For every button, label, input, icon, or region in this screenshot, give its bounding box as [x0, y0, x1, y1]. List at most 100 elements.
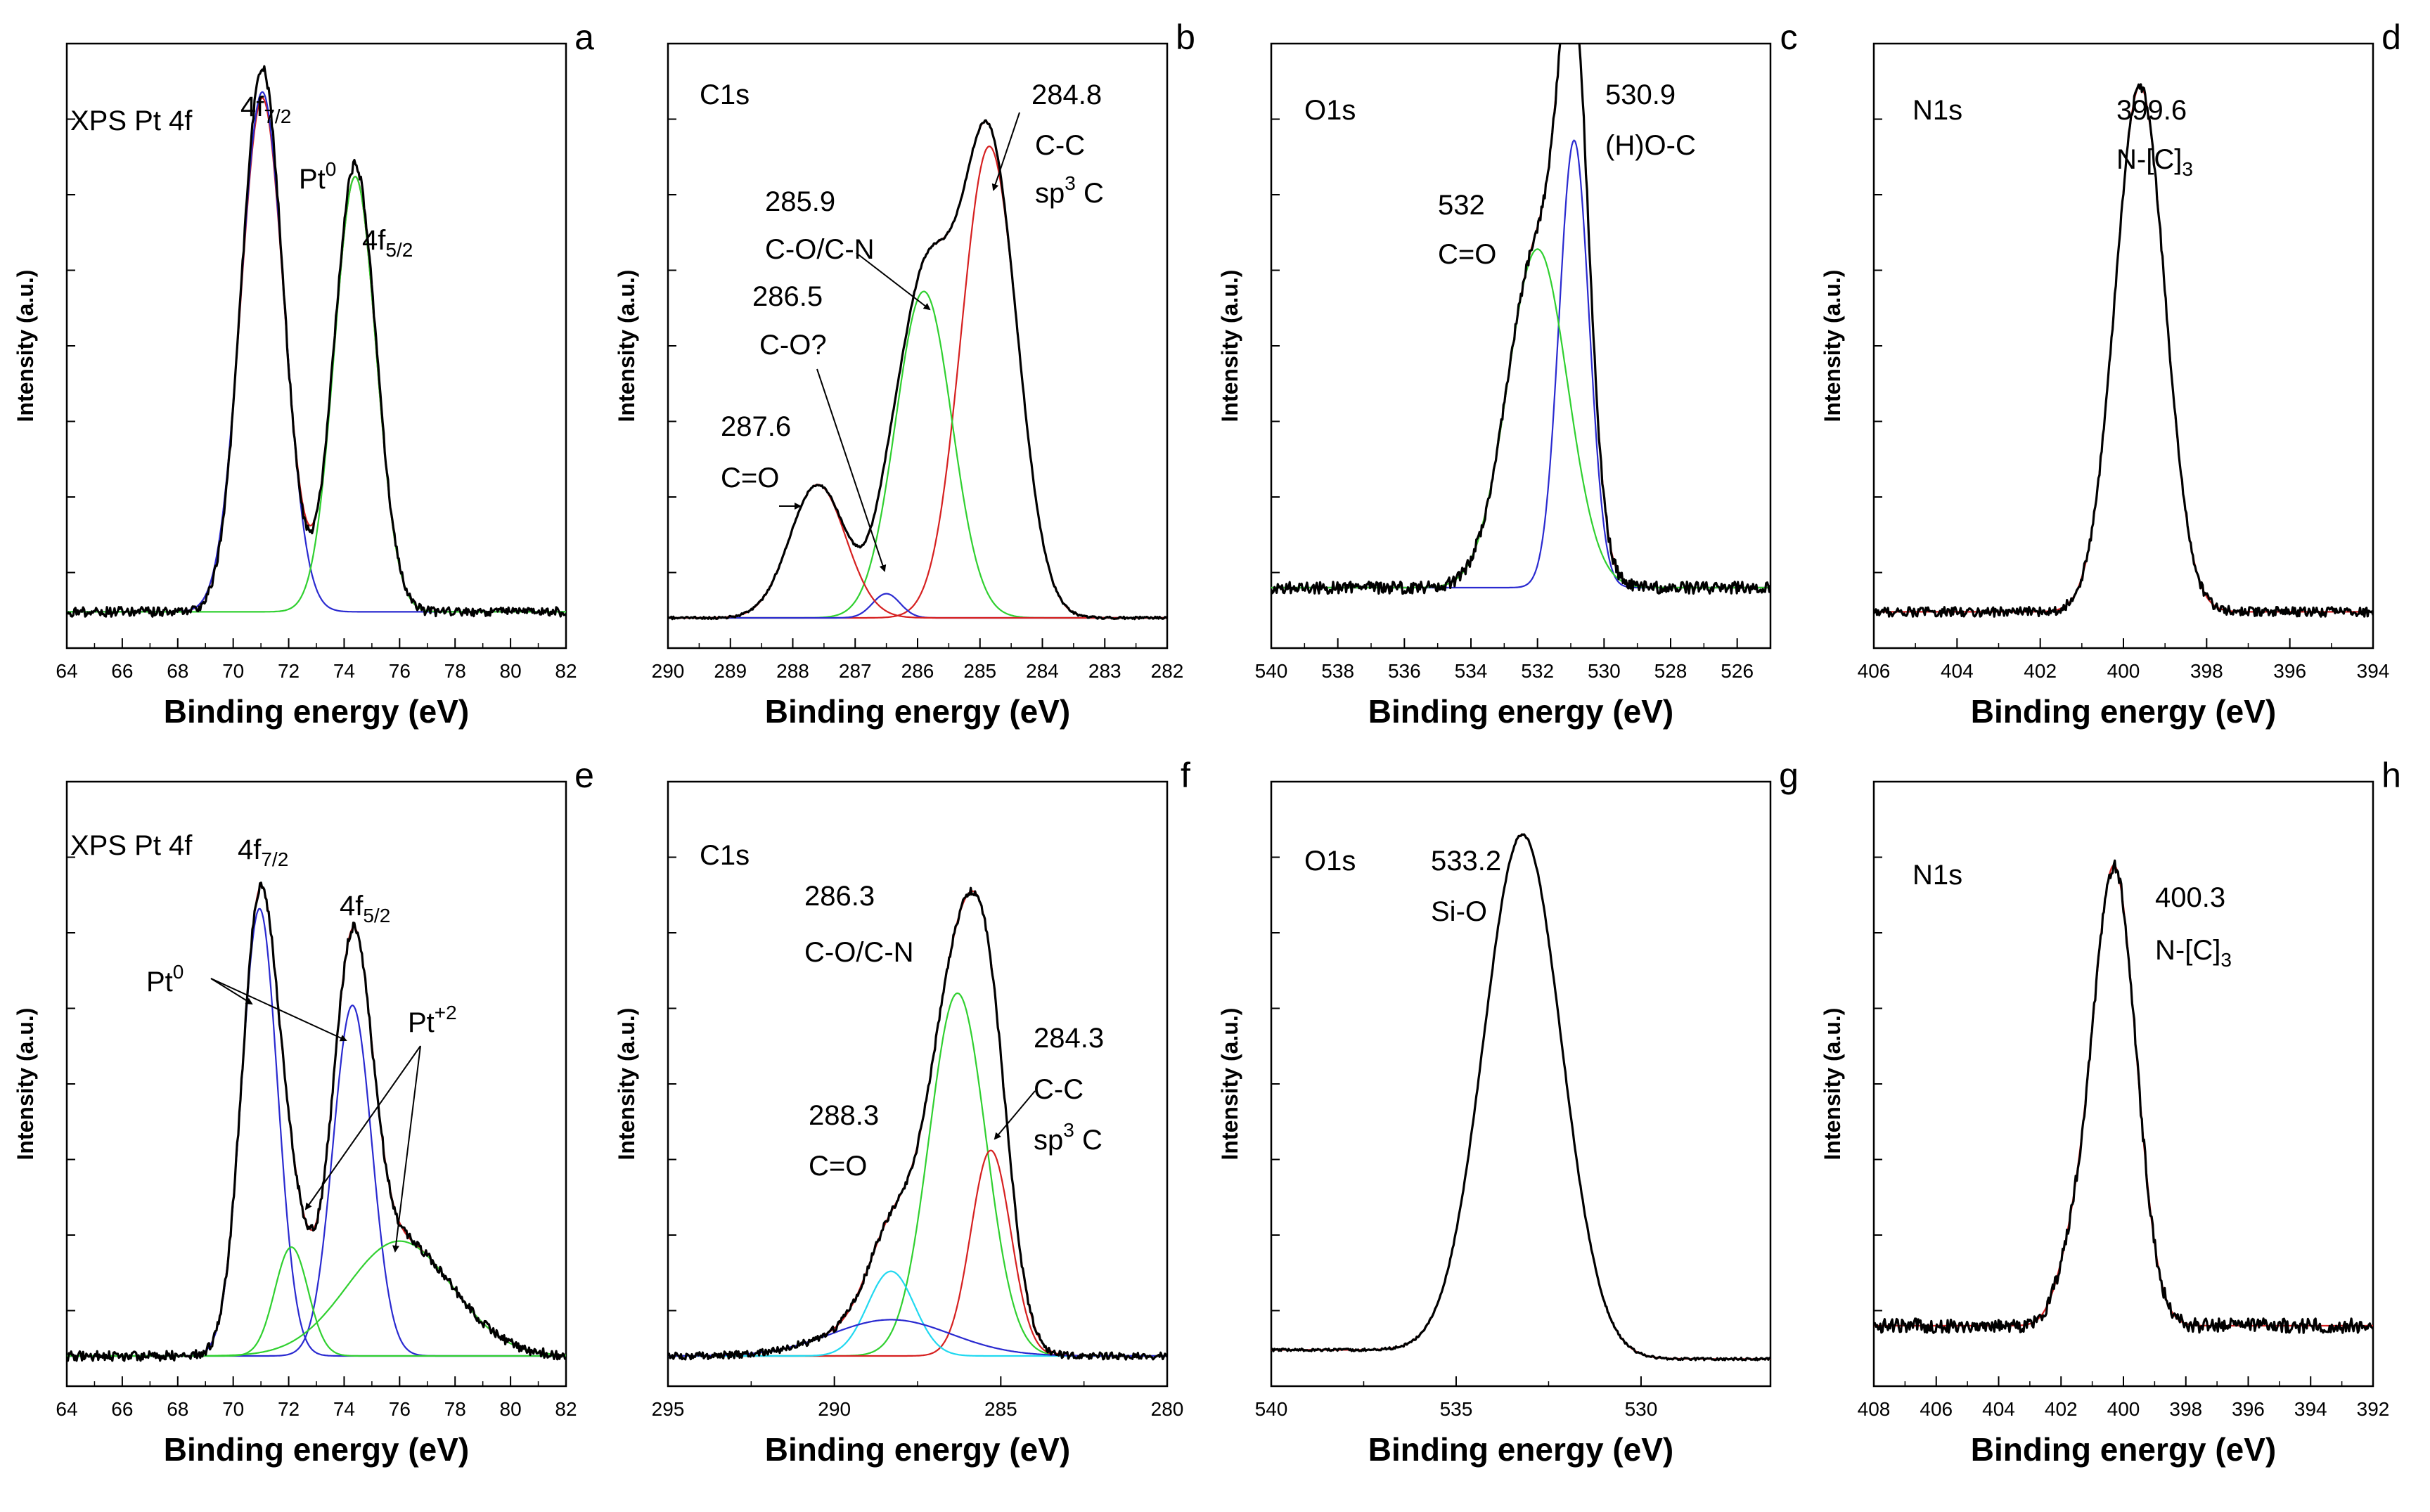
annotation-h_3: N-[C]3	[2155, 935, 2232, 971]
annotation-text: XPS Pt 4f	[70, 830, 193, 861]
series-line	[668, 146, 1167, 619]
annotation-text: C1s	[700, 840, 750, 871]
x-tick-label: 540	[1255, 1398, 1288, 1420]
x-axis-title: Binding energy (eV)	[164, 1431, 469, 1468]
series-line	[1271, 834, 1770, 1360]
x-tick-label: 284	[1026, 660, 1059, 682]
annotation-arrow	[816, 368, 887, 572]
annotation-text: N-[C]	[2116, 144, 2182, 175]
x-axis-title: Binding energy (eV)	[1971, 1431, 2276, 1468]
series-line	[1271, 139, 1770, 589]
panel-h: 408 406 404 402 400 398 396 394 392 Binding energ…	[1820, 756, 2401, 1468]
x-tick-label: 289	[714, 660, 747, 682]
x-tick-label: 78	[444, 660, 466, 682]
annotation-a_2: 4f7/2	[240, 91, 291, 127]
annotation-b_5: 285.9	[765, 186, 835, 217]
annotation-c_5: C=O	[1438, 239, 1496, 270]
x-tick-label: 74	[333, 1398, 355, 1420]
x-tick-label: 526	[1721, 660, 1754, 682]
x-axis-title: Binding energy (eV)	[1368, 1431, 1673, 1468]
annotation-arrow	[991, 112, 1020, 191]
annotation-arrow	[304, 1045, 421, 1210]
annotation-text: C-O/C-N	[804, 937, 914, 968]
series-line	[668, 890, 1167, 1357]
panel-c: 540 538 536 534 532 530 528 526 Binding energy (…	[1217, 18, 1798, 730]
series-line	[67, 176, 566, 613]
annotation-d_2: 399.6	[2116, 95, 2187, 126]
annotation-superscript: 3	[1063, 1119, 1074, 1141]
x-tick-label: 392	[2357, 1398, 2390, 1420]
x-axis-title: Binding energy (eV)	[765, 1431, 1070, 1468]
annotation-f_3: C-O/C-N	[804, 937, 914, 968]
x-tick-label: 402	[2024, 660, 2057, 682]
series-group	[1874, 83, 2373, 618]
panel-e: 64 66 68 70 72 74 76 78 80 82 Binding energy (eV) I…	[13, 756, 594, 1468]
annotation-a_4: 4f5/2	[362, 225, 413, 261]
x-tick-label: 528	[1654, 660, 1688, 682]
annotation-text: 284.8	[1031, 79, 1102, 110]
annotation-subscript: 3	[2220, 949, 2232, 971]
annotation-text: 399.6	[2116, 95, 2187, 126]
series-line	[67, 1246, 566, 1357]
annotation-text: 4f	[238, 834, 262, 865]
annotation-text: 286.5	[752, 281, 823, 312]
x-tick-label: 532	[1521, 660, 1554, 682]
annotation-text: C=O	[721, 463, 779, 493]
x-tick-label: 538	[1321, 660, 1354, 682]
annotation-e_4: Pt0	[146, 961, 184, 997]
annotation-superscript: 3	[1065, 172, 1076, 194]
x-tick-label: 288	[776, 660, 809, 682]
series-line	[668, 886, 1167, 1361]
annotation-b_2: 284.8	[1031, 79, 1102, 110]
annotation-e_5: Pt+2	[408, 1002, 457, 1038]
series-line	[67, 1240, 566, 1357]
series-line	[1874, 864, 2373, 1327]
annotation-g_3: Si-O	[1431, 896, 1487, 927]
annotation-text: (H)O-C	[1605, 130, 1696, 161]
y-axis-title: Intensity (a.u.)	[13, 270, 38, 422]
panel-a: 64 66 68 70 72 74 76 78 80 82 Binding energy (eV) I…	[13, 18, 594, 730]
x-tick-label: 64	[56, 1398, 77, 1420]
x-tick-label: 64	[56, 660, 77, 682]
series-line	[67, 881, 566, 1362]
x-axis-title: Binding energy (eV)	[765, 693, 1070, 730]
x-tick-label: 290	[652, 660, 685, 682]
annotation-c_4: 532	[1438, 190, 1485, 221]
series-group	[1874, 859, 2373, 1334]
x-tick-label: 80	[500, 1398, 522, 1420]
annotation-c_3: (H)O-C	[1605, 130, 1696, 161]
annotation-text: C-C	[1035, 130, 1085, 161]
annotation-arrow	[856, 252, 931, 311]
annotation-text: sp	[1034, 1125, 1063, 1156]
annotation-b_9: 287.6	[721, 411, 791, 442]
panel-d: 406 404 402 400 398 396 394 Binding energy (eV)…	[1820, 18, 2401, 730]
annotation-f_6: sp3 C	[1034, 1119, 1102, 1156]
panel-b: 290 289 288 287 286 285 284 283 282 Binding energ…	[614, 18, 1195, 730]
annotation-arrow	[210, 978, 253, 1005]
annotation-g_2: 533.2	[1431, 846, 1501, 877]
annotation-subscript: 7/2	[264, 105, 291, 127]
annotation-text: 4f	[362, 225, 386, 256]
annotation-subscript: 5/2	[363, 905, 390, 926]
annotation-e_1: XPS Pt 4f	[70, 830, 193, 861]
x-tick-label: 70	[222, 1398, 244, 1420]
x-axis-title: Binding energy (eV)	[1368, 693, 1673, 730]
series-line	[668, 290, 1167, 619]
annotation-b_8: C-O?	[759, 330, 827, 361]
x-tick-label: 398	[2169, 1398, 2202, 1420]
x-tick-label: 74	[333, 660, 355, 682]
series-line	[668, 119, 1167, 621]
series-group	[668, 886, 1167, 1361]
annotation-text: 286.3	[804, 881, 875, 912]
x-tick-label: 72	[278, 660, 300, 682]
x-tick-label: 66	[111, 660, 133, 682]
series-group	[1271, 44, 1770, 595]
annotation-text: C=O	[809, 1151, 867, 1182]
annotation-superscript: 0	[326, 158, 337, 180]
panel-letter: c	[1780, 18, 1798, 57]
x-tick-label: 76	[389, 660, 411, 682]
series-line	[67, 65, 566, 618]
x-tick-label: 82	[555, 660, 577, 682]
annotation-b_10: C=O	[721, 463, 779, 493]
